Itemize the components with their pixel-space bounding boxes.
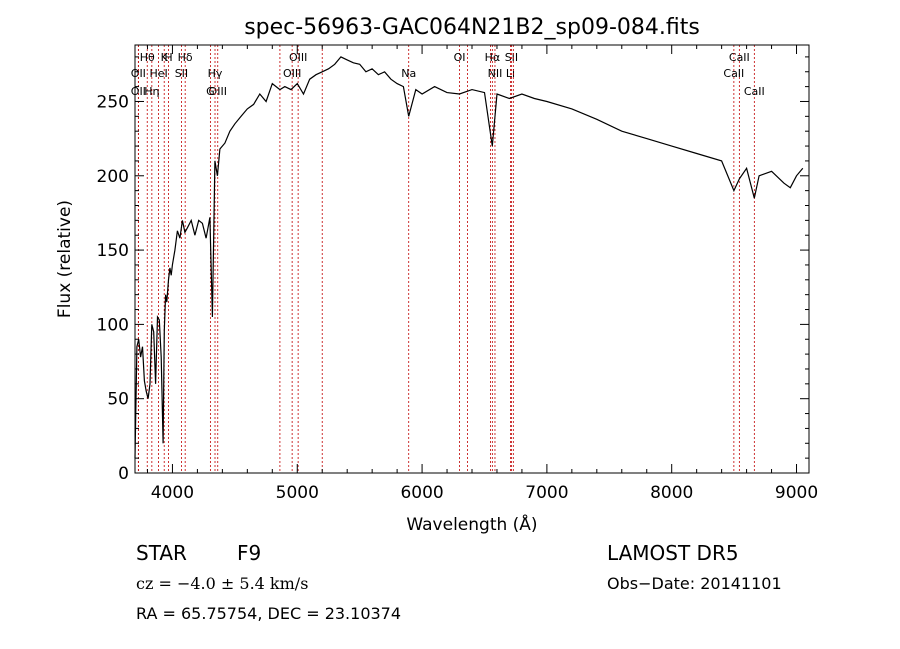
y-tick-label: 200 [97, 167, 129, 187]
line-label: Hη [144, 85, 159, 98]
x-axis-label: Wavelength (Å) [406, 513, 537, 535]
y-tick-label: 50 [107, 390, 129, 410]
line-label: CaII [744, 85, 765, 98]
x-tick-label: 8000 [650, 483, 693, 503]
spectrum-line [134, 56, 804, 459]
line-label: Hδ [178, 51, 193, 64]
y-tick-label: 100 [97, 315, 129, 335]
chart-title: spec-56963-GAC064N21B2_sp09-084.fits [244, 15, 700, 40]
line-label: Li [506, 67, 515, 80]
spectral-subclass: F9 [237, 541, 262, 565]
line-label: OI [454, 51, 466, 64]
x-tick-label: 4000 [151, 483, 194, 503]
y-tick-label: 150 [97, 241, 129, 261]
y-tick-label: 0 [118, 464, 129, 484]
coordinates: RA = 65.75754, DEC = 23.10374 [136, 604, 402, 623]
line-label: OIII [289, 51, 307, 64]
redshift-readout: cz = −4.0 ± 5.4 km/s [136, 574, 309, 593]
y-axis-label: Flux (relative) [55, 200, 75, 318]
line-label: OIII [209, 85, 227, 98]
y-tick-label: 250 [97, 92, 129, 112]
x-tick-label: 5000 [276, 483, 319, 503]
object-class: STAR [136, 541, 187, 565]
line-label: SII [505, 51, 518, 64]
x-tick-label: 6000 [400, 483, 443, 503]
line-label: Hγ [208, 67, 223, 80]
x-tick-label: 9000 [775, 483, 818, 503]
plot-frame [134, 44, 810, 474]
line-label: Hα [485, 51, 501, 64]
line-label: Na [401, 67, 416, 80]
line-label: NII [488, 67, 503, 80]
survey-name: LAMOST DR5 [607, 541, 739, 565]
line-label: OIII [283, 67, 301, 80]
line-label: HeI [149, 67, 167, 80]
line-label: K [161, 51, 169, 64]
line-label: SII [175, 67, 188, 80]
line-label: CaII [729, 51, 750, 64]
line-label: Hθ [140, 51, 155, 64]
line-label: CaII [723, 67, 744, 80]
x-tick-label: 7000 [525, 483, 568, 503]
line-label: G [206, 85, 215, 98]
observation-date: Obs−Date: 20141101 [607, 574, 782, 593]
line-label: H [164, 51, 172, 64]
